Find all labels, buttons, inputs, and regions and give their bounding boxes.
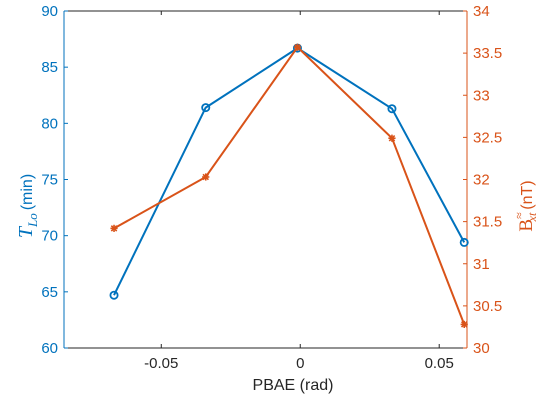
right-axis-title-superscript: ≈ xyxy=(512,212,526,219)
left-y-tick-label: 65 xyxy=(41,284,58,301)
right-axis-title-symbol: B xyxy=(516,219,537,232)
left-y-tick-label: 70 xyxy=(41,228,58,245)
right-y-tick-label: 33.5 xyxy=(473,45,502,62)
right-series-point xyxy=(388,134,396,142)
left-series-point xyxy=(387,104,397,114)
right-y-tick-label: 31.5 xyxy=(473,214,502,231)
series-layer xyxy=(109,43,469,329)
right-y-tick-label: 32 xyxy=(473,172,490,189)
plot-area xyxy=(63,10,468,349)
left-series-line xyxy=(113,46,466,296)
left-y-tick-label: 85 xyxy=(41,59,58,76)
right-axis-title: B≈xt (nT) xyxy=(512,180,539,231)
left-y-tick-label: 80 xyxy=(41,115,58,132)
axis-ticks xyxy=(64,10,467,349)
right-series-point xyxy=(293,43,302,51)
right-y-tick-label: 30.5 xyxy=(473,298,502,315)
left-axis-title-symbol: T xyxy=(15,225,37,238)
left-axis-title-unit: (min) xyxy=(19,174,36,210)
right-y-tick-label: 32.5 xyxy=(473,129,502,146)
right-series-point xyxy=(110,224,118,232)
right-series-point xyxy=(460,320,468,329)
x-tick-label: -0.05 xyxy=(144,355,178,372)
svg-text:B≈xt(nT): B≈xt (nT) xyxy=(512,180,539,231)
right-y-tick-label: 33 xyxy=(473,87,490,104)
left-series-point xyxy=(201,103,211,113)
left-y-tick-label: 75 xyxy=(41,172,58,189)
axis-labels: -0.05 0 0.05 60 65 70 75 80 85 90 30 30.5 31 31.5 32 32… xyxy=(41,3,502,372)
x-tick-label: 0 xyxy=(296,355,304,372)
right-y-tick-label: 31 xyxy=(473,256,490,273)
left-axis-title: TLo (min) xyxy=(15,174,40,238)
svg-text:TLo(min): TLo (min) xyxy=(15,174,40,238)
right-y-tick-label: 30 xyxy=(473,340,490,357)
right-axis-title-subscript: xt xyxy=(525,212,539,222)
right-axis-title-unit: (nT) xyxy=(519,180,536,209)
left-y-tick-label: 60 xyxy=(41,340,58,357)
x-tick-label: 0.05 xyxy=(425,355,454,372)
left-y-tick-label: 90 xyxy=(41,3,58,20)
left-axis-title-subscript: Lo xyxy=(25,213,40,228)
left-series-point xyxy=(459,237,469,247)
left-series-point xyxy=(109,290,119,300)
x-axis-title: PBAE (rad) xyxy=(253,377,334,394)
right-series-point xyxy=(202,173,210,181)
right-y-tick-label: 34 xyxy=(473,3,490,20)
